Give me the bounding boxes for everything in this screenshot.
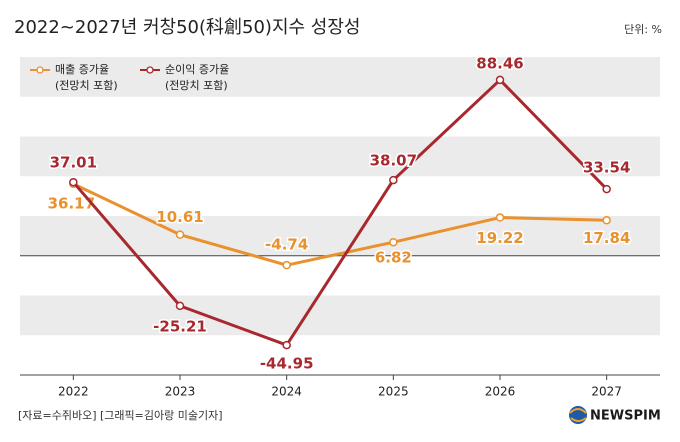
data-label: -25.21 bbox=[153, 317, 207, 335]
brand-name: NEWSPIM bbox=[590, 409, 661, 424]
x-tick-label: 2024 bbox=[271, 385, 302, 399]
brand-logo-swoosh bbox=[569, 408, 587, 422]
data-point bbox=[389, 175, 398, 185]
legend-marker bbox=[146, 66, 154, 74]
data-label: 38.07 bbox=[370, 152, 417, 170]
legend-note: (전망치 포함) bbox=[165, 79, 228, 92]
data-point bbox=[495, 75, 505, 85]
data-label: 6.82 bbox=[375, 249, 412, 267]
legend-note: (전망치 포함) bbox=[55, 79, 118, 92]
grid-band bbox=[20, 216, 660, 256]
data-point bbox=[602, 184, 611, 194]
x-tick-label: 2026 bbox=[485, 385, 516, 399]
legend-label: 순이익 증가율 bbox=[165, 63, 229, 76]
data-label: 36.17 bbox=[48, 194, 95, 212]
data-point bbox=[282, 340, 291, 350]
series-line bbox=[72, 182, 607, 267]
data-point bbox=[175, 301, 185, 311]
data-label: 17.84 bbox=[583, 229, 630, 247]
data-point bbox=[602, 216, 611, 225]
data-point bbox=[69, 177, 78, 187]
grid-band bbox=[20, 136, 660, 177]
grid-band bbox=[20, 57, 660, 97]
data-point bbox=[495, 213, 505, 222]
x-tick-label: 2023 bbox=[165, 385, 196, 399]
legend-marker bbox=[36, 66, 44, 74]
x-tick-label: 2027 bbox=[591, 385, 622, 399]
chart-title: 2022~2027년 커창50(科創50)지수 성장성 bbox=[14, 17, 360, 38]
data-point bbox=[389, 237, 398, 247]
data-label: -44.95 bbox=[260, 355, 314, 373]
plot-area: 2022 2023 2024 2025 2026 2027 36.17 10.61 -4.74 6… bbox=[20, 53, 660, 399]
data-label: 33.54 bbox=[583, 159, 630, 177]
data-label: 88.46 bbox=[476, 54, 523, 72]
data-label: 19.22 bbox=[476, 229, 523, 247]
legend-label: 매출 증가율 bbox=[55, 63, 109, 76]
source-note: [자료=수쥐바오] [그래픽=김아랑 미술기자] bbox=[18, 409, 223, 422]
x-tick-label: 2025 bbox=[378, 385, 409, 399]
data-label: -4.74 bbox=[265, 236, 308, 254]
data-label: 10.61 bbox=[156, 208, 203, 226]
grid-band bbox=[20, 295, 660, 336]
data-point bbox=[282, 260, 291, 270]
data-point bbox=[175, 230, 185, 239]
series-line bbox=[72, 78, 608, 347]
data-label: 37.01 bbox=[50, 154, 97, 172]
unit-label: 단위: % bbox=[624, 23, 662, 36]
x-tick-label: 2022 bbox=[58, 385, 89, 399]
